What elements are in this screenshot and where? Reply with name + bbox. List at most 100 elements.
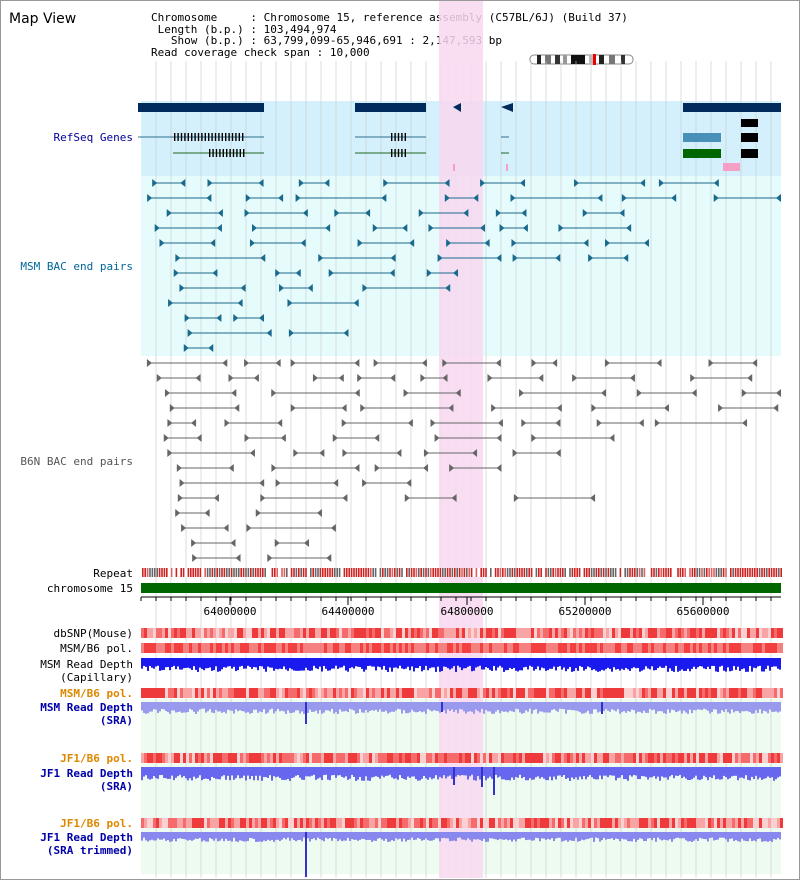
track-label-msm-bac[interactable]: MSM BAC end pairs bbox=[20, 260, 133, 273]
heat-cell bbox=[264, 643, 267, 653]
heat-cell bbox=[249, 753, 252, 763]
heat-cell bbox=[234, 753, 237, 763]
depth-bar bbox=[497, 767, 499, 778]
heat-cell bbox=[681, 753, 684, 763]
depth-bar bbox=[229, 658, 231, 667]
heat-cell bbox=[720, 753, 723, 763]
heat-cell bbox=[552, 753, 555, 763]
heat-cell bbox=[462, 818, 465, 828]
selected-region-highlight[interactable] bbox=[439, 1, 483, 878]
repeat-track bbox=[141, 568, 782, 577]
bac-end-arrow bbox=[207, 179, 213, 187]
exon bbox=[231, 133, 234, 141]
depth-bar bbox=[371, 658, 373, 667]
heat-cell bbox=[519, 818, 522, 828]
repeat-mark bbox=[281, 568, 283, 577]
depth-bar bbox=[287, 702, 289, 711]
depth-bar bbox=[583, 658, 585, 671]
heat-cell bbox=[483, 753, 486, 763]
heat-cell bbox=[372, 628, 375, 638]
depth-bar bbox=[457, 702, 459, 714]
heat-cell bbox=[768, 628, 771, 638]
depth-bar bbox=[189, 767, 191, 779]
depth-bar bbox=[777, 702, 779, 713]
bac-end-arrow bbox=[206, 194, 212, 202]
heat-cell bbox=[336, 688, 339, 698]
heat-cell bbox=[231, 688, 234, 698]
heat-cell bbox=[261, 818, 264, 828]
depth-bar bbox=[271, 832, 273, 840]
bac-end-arrow bbox=[234, 404, 240, 412]
depth-bar bbox=[305, 658, 307, 668]
depth-spike bbox=[441, 702, 443, 712]
depth-bar bbox=[297, 702, 299, 711]
depth-bar bbox=[221, 767, 223, 777]
heat-cell bbox=[720, 688, 723, 698]
depth-bar bbox=[571, 702, 573, 711]
heat-cell bbox=[492, 818, 495, 828]
heat-cell bbox=[648, 753, 651, 763]
depth-bar bbox=[309, 658, 311, 671]
heat-cell bbox=[330, 688, 333, 698]
depth-bar bbox=[443, 702, 445, 711]
depth-bar bbox=[593, 832, 595, 842]
depth-bar bbox=[629, 702, 631, 712]
depth-bar bbox=[181, 702, 183, 713]
depth-bar bbox=[311, 658, 313, 671]
chromosome-ideogram[interactable] bbox=[529, 54, 635, 66]
refseq-gene-features[interactable] bbox=[138, 103, 781, 171]
depth-bar bbox=[515, 658, 517, 671]
heat-cell bbox=[309, 628, 312, 638]
heat-cell bbox=[336, 628, 339, 638]
depth-bar bbox=[575, 658, 577, 669]
repeat-mark bbox=[170, 568, 173, 577]
depth-bar bbox=[533, 702, 535, 711]
depth-bar bbox=[541, 702, 543, 712]
depth-bar bbox=[753, 658, 755, 668]
depth-bar bbox=[427, 767, 429, 780]
depth-bar bbox=[741, 702, 743, 712]
msm-bac-features[interactable] bbox=[147, 179, 781, 352]
depth-bar bbox=[709, 832, 711, 839]
depth-bar bbox=[317, 832, 319, 838]
depth-bar bbox=[145, 658, 147, 667]
track-label-b6n-bac[interactable]: B6N BAC end pairs bbox=[20, 455, 133, 468]
heat-cell bbox=[753, 753, 756, 763]
b6n-bac-features[interactable] bbox=[146, 359, 781, 562]
heat-cell bbox=[471, 628, 474, 638]
heat-cell bbox=[315, 753, 318, 763]
heat-cell bbox=[768, 643, 771, 653]
depth-bar bbox=[537, 767, 539, 777]
depth-bar bbox=[521, 702, 523, 714]
heat-cell bbox=[546, 688, 549, 698]
heat-cell bbox=[516, 688, 519, 698]
axis-tick-label: 64800000 bbox=[441, 605, 494, 618]
depth-bar bbox=[667, 832, 669, 841]
depth-bar bbox=[235, 832, 237, 842]
bac-end-arrow bbox=[519, 179, 525, 187]
heat-cell bbox=[381, 688, 384, 698]
repeat-mark bbox=[161, 568, 163, 577]
depth-bar bbox=[309, 832, 311, 842]
repeat-mark bbox=[245, 568, 247, 577]
heat-cell bbox=[705, 628, 708, 638]
gene-block bbox=[723, 163, 740, 171]
track-label-refseq[interactable]: RefSeq Genes bbox=[53, 131, 133, 144]
depth-bar bbox=[365, 658, 367, 670]
heat-cell bbox=[207, 753, 210, 763]
depth-bar bbox=[745, 832, 747, 842]
heat-cell bbox=[447, 818, 450, 828]
depth-bar bbox=[639, 702, 641, 712]
heat-cell bbox=[204, 688, 207, 698]
depth-bar bbox=[771, 767, 773, 778]
depth-bar bbox=[381, 702, 383, 712]
heat-cell bbox=[258, 818, 261, 828]
depth-bar bbox=[255, 658, 257, 668]
depth-bar bbox=[347, 832, 349, 838]
depth-bar bbox=[405, 702, 407, 714]
heat-cell bbox=[216, 688, 219, 698]
bac-end-arrow bbox=[654, 419, 660, 427]
heat-cell bbox=[447, 753, 450, 763]
repeat-mark bbox=[149, 568, 151, 577]
